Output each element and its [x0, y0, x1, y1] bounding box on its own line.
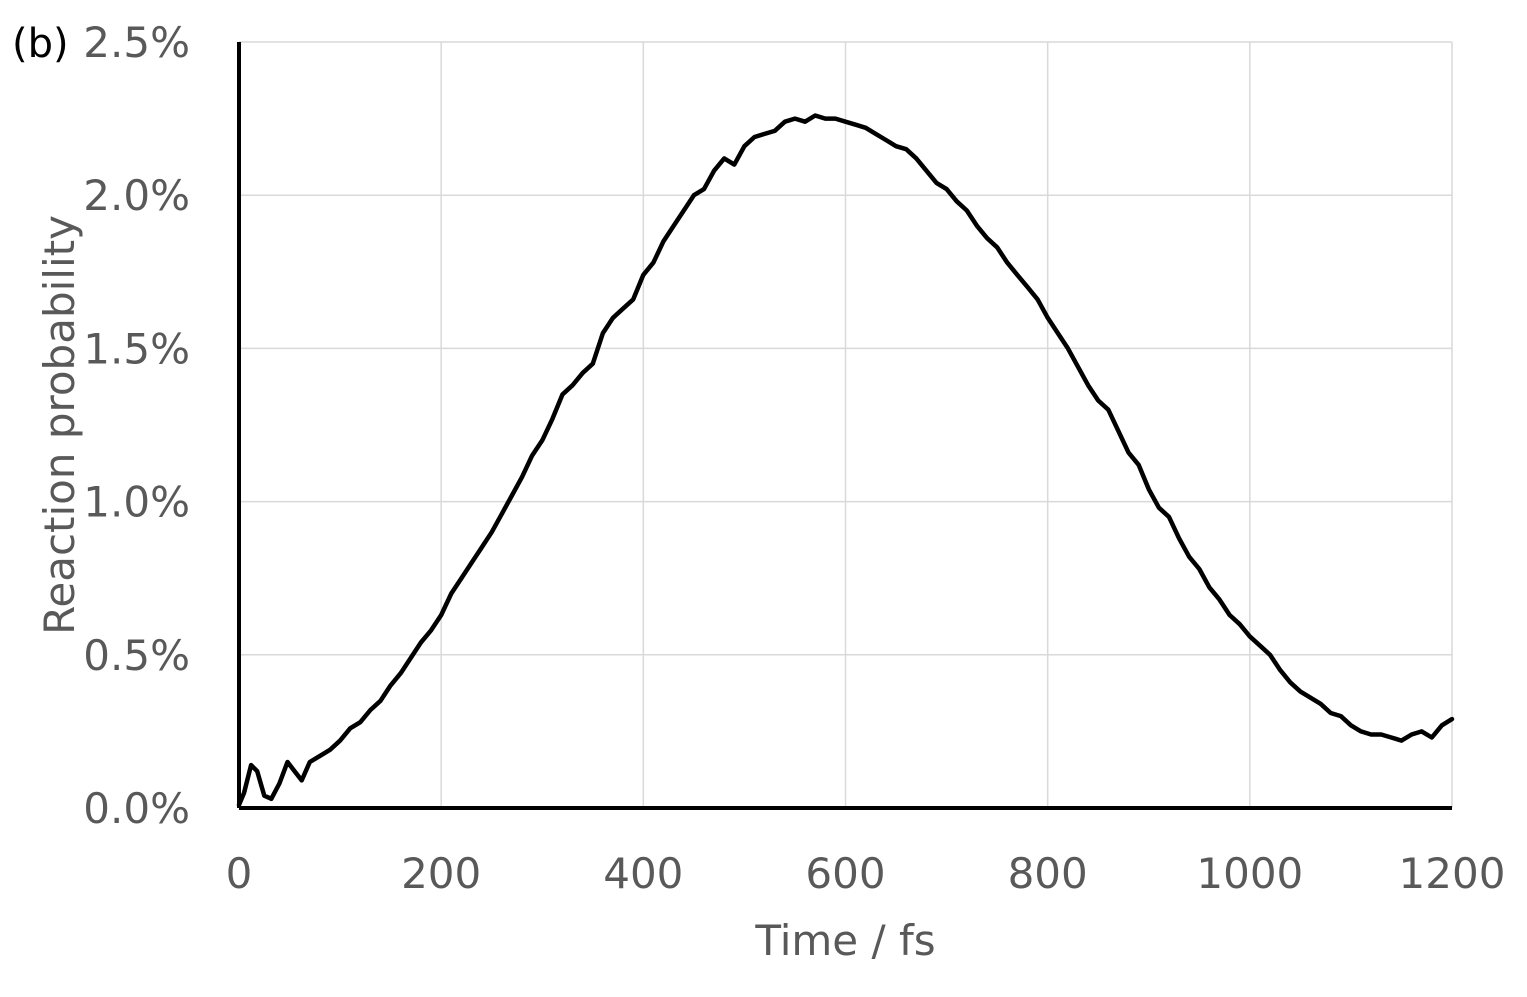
x-tick-label: 0: [226, 849, 253, 898]
x-tick-label: 1000: [1196, 849, 1303, 898]
x-tick-label: 600: [805, 849, 885, 898]
y-tick-label: 1.0%: [83, 478, 190, 527]
panel-label: (b): [12, 21, 69, 67]
y-tick-label: 2.5%: [83, 18, 190, 67]
y-tick-label: 2.0%: [83, 171, 190, 220]
gridlines: [239, 41, 1453, 808]
x-tick-label: 800: [1008, 849, 1088, 898]
x-tick-labels: 0 200 400 600 800 1000 1200: [226, 849, 1506, 898]
y-tick-label: 0.5%: [83, 631, 190, 680]
y-tick-label: 1.5%: [83, 324, 190, 373]
series-line: [236, 113, 1455, 808]
y-tick-labels: 0.0% 0.5% 1.0% 1.5% 2.0% 2.5%: [83, 18, 190, 833]
y-tick-label: 0.0%: [83, 784, 190, 833]
x-tick-label: 400: [603, 849, 683, 898]
x-axis-title: Time / fs: [754, 916, 935, 965]
x-tick-label: 200: [401, 849, 481, 898]
y-axis-title: Reaction probability: [35, 215, 84, 635]
x-tick-label: 1200: [1399, 849, 1506, 898]
